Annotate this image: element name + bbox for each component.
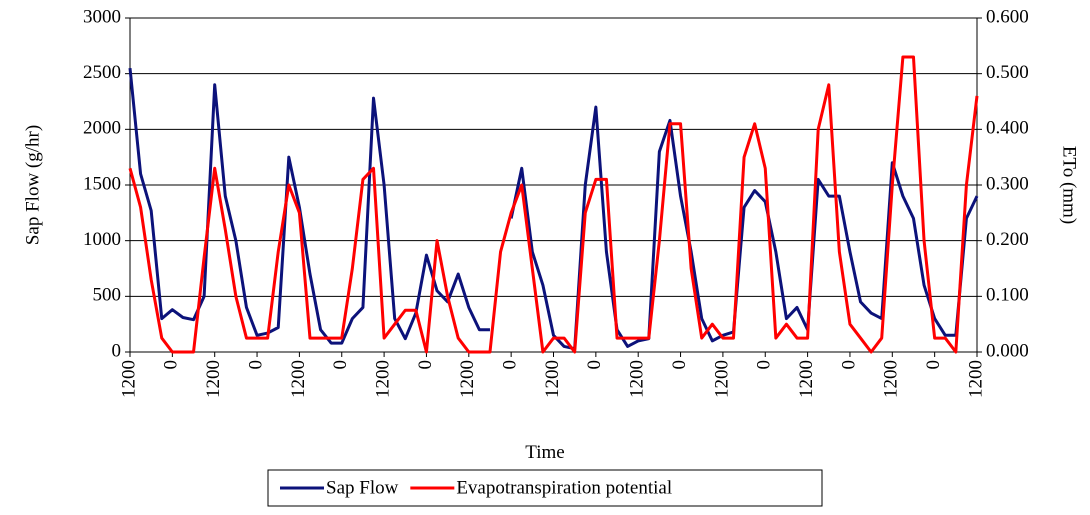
x-tick-label: 0 [245,360,266,370]
x-tick-label: 1200 [203,360,224,398]
x-tick-label: 0 [330,360,351,370]
y2-tick-label: 0.600 [986,6,1029,27]
x-tick-label: 1200 [796,360,817,398]
x-tick-label: 1200 [457,360,478,398]
x-tick-label: 1200 [288,360,309,398]
x-tick-label: 0 [161,360,182,370]
x-tick-label: 0 [838,360,859,370]
y2-axis-label: ETo (mm) [1059,146,1080,224]
y-axis-label: Sap Flow (g/hr) [22,125,43,245]
legend-label: Sap Flow [326,477,399,498]
y-tick-label: 0 [112,340,122,361]
y2-tick-label: 0.500 [986,62,1029,83]
y-tick-label: 500 [93,285,122,306]
plot-frame [129,17,978,353]
y2-tick-label: 0.100 [986,285,1029,306]
x-tick-label: 0 [500,360,521,370]
x-tick-label: 0 [669,360,690,370]
y-tick-label: 2500 [83,62,121,83]
x-tick-label: 1200 [881,360,902,398]
x-tick-label: 0 [415,360,436,370]
x-tick-label: 1200 [542,360,563,398]
y-tick-label: 3000 [83,6,121,27]
x-axis-label: Time [525,442,564,463]
y-tick-label: 2000 [83,118,121,139]
x-tick-label: 0 [754,360,775,370]
x-tick-label: 1200 [711,360,732,398]
y2-tick-label: 0.000 [986,340,1029,361]
y-tick-label: 1500 [83,173,121,194]
x-tick-label: 1200 [627,360,648,398]
data-line [128,55,979,354]
x-tick-label: 0 [584,360,605,370]
y2-tick-label: 0.200 [986,229,1029,250]
y2-tick-label: 0.400 [986,118,1029,139]
x-tick-label: 1200 [965,360,986,398]
x-tick-label: 1200 [118,360,139,398]
legend-label: Evapotranspiration potential [456,477,672,498]
legend-box [267,469,823,507]
y-tick-label: 1000 [83,229,121,250]
x-tick-label: 0 [923,360,944,370]
y2-tick-label: 0.300 [986,173,1029,194]
x-tick-label: 1200 [372,360,393,398]
data-line [128,67,979,351]
